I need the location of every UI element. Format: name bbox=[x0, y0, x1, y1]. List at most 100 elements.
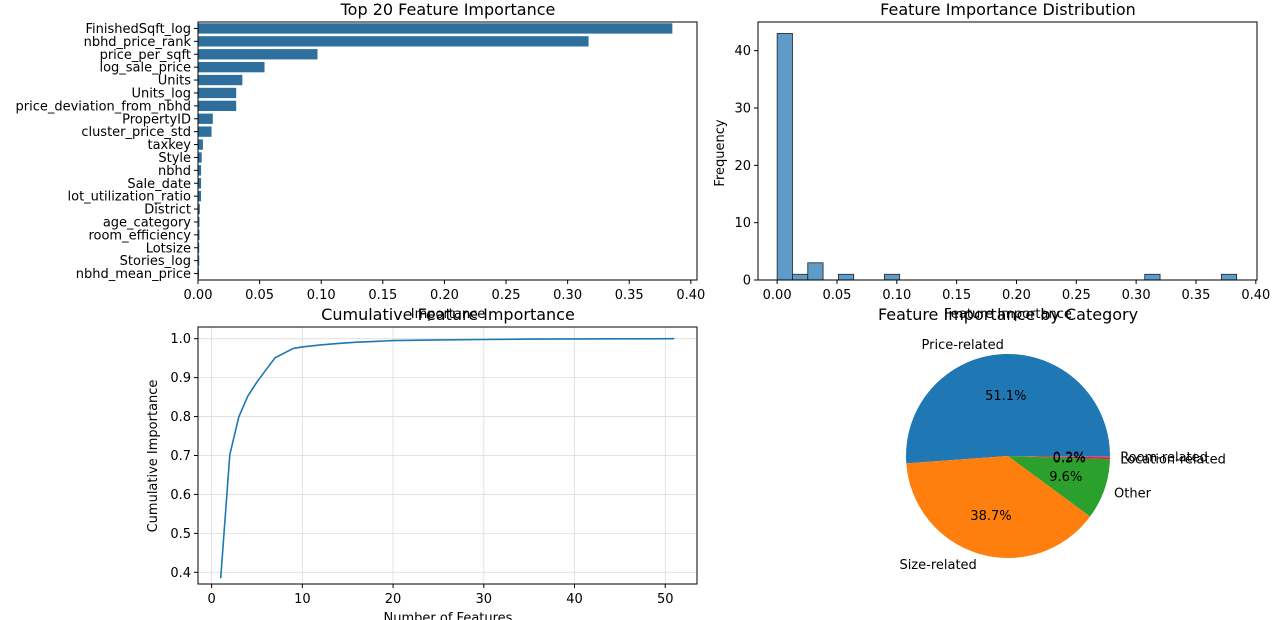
histogram-bar-2 bbox=[807, 262, 824, 281]
y-tick-label-8: cluster_price_std bbox=[81, 125, 191, 140]
y-tick-label-3: log_sale_price bbox=[99, 61, 191, 76]
histogram-bar-0 bbox=[776, 33, 793, 281]
y-tick-label-1: nbhd_price_rank bbox=[84, 35, 192, 50]
y-tick-label-2: 20 bbox=[734, 159, 751, 174]
bar-chart-xlabel: Importance bbox=[411, 307, 486, 322]
bar-7 bbox=[198, 113, 213, 124]
bar-18 bbox=[198, 255, 200, 266]
y-tick-label-1: 10 bbox=[734, 216, 751, 231]
pie-label-1: Size-related bbox=[899, 558, 976, 573]
x-tick-label-1: 0.05 bbox=[823, 288, 852, 303]
x-tick-label-4: 0.20 bbox=[1002, 288, 1031, 303]
x-tick-label-0: 0.00 bbox=[763, 288, 792, 303]
bar-3 bbox=[198, 61, 265, 73]
pie-label-3: Location-related bbox=[1120, 453, 1226, 468]
bar-17 bbox=[198, 242, 200, 253]
bar-0 bbox=[198, 23, 673, 34]
x-tick-label-8: 0.40 bbox=[676, 288, 705, 303]
pie-slice-2 bbox=[1008, 456, 1110, 517]
x-tick-label-8: 0.40 bbox=[1241, 288, 1270, 303]
pie-slice-1 bbox=[906, 456, 1091, 558]
y-tick-label-4: 40 bbox=[734, 44, 751, 59]
importance-by-category-pie-chart: Feature Importance by Category Price-rel… bbox=[878, 305, 1226, 573]
line-chart-frame bbox=[197, 326, 698, 585]
x-tick-label-2: 0.10 bbox=[307, 288, 336, 303]
bar-chart-title: Top 20 Feature Importance bbox=[340, 0, 556, 19]
histogram-bar-24 bbox=[1144, 273, 1161, 281]
line-chart-ylabel: Cumulative Importance bbox=[146, 380, 161, 533]
x-tick-label-1: 0.05 bbox=[245, 288, 274, 303]
y-tick-label-4: 0.8 bbox=[170, 410, 191, 425]
histogram-bar-29 bbox=[1220, 273, 1238, 281]
pie-pct-label-1: 38.7% bbox=[970, 509, 1011, 524]
cumulative-importance-line-chart: Cumulative Feature Importance Number of … bbox=[146, 305, 698, 620]
importance-distribution-histogram: Feature Importance Distribution Feature … bbox=[713, 0, 1270, 322]
x-tick-label-7: 0.35 bbox=[1181, 288, 1210, 303]
bar-5 bbox=[198, 87, 237, 99]
cumulative-line bbox=[219, 337, 675, 579]
y-tick-label-0: FinishedSqft_log bbox=[85, 22, 191, 37]
x-tick-label-1: 10 bbox=[294, 592, 311, 607]
y-tick-label-3: 0.7 bbox=[170, 449, 191, 464]
y-tick-label-5: Units_log bbox=[131, 86, 191, 101]
pie-pct-label-0: 51.1% bbox=[985, 389, 1026, 404]
bar-chart-frame bbox=[197, 21, 698, 281]
x-tick-label-0: 0 bbox=[207, 592, 215, 607]
x-tick-label-0: 0.00 bbox=[184, 288, 213, 303]
pie-label-4: Room-related bbox=[1120, 451, 1208, 466]
pie-label-2: Other bbox=[1114, 487, 1152, 502]
bar-4 bbox=[198, 74, 243, 86]
y-tick-label-0: 0.4 bbox=[170, 566, 191, 581]
pie-pct-label-2: 9.6% bbox=[1049, 470, 1082, 485]
x-tick-label-4: 0.20 bbox=[430, 288, 459, 303]
x-tick-label-2: 0.10 bbox=[882, 288, 911, 303]
x-tick-label-5: 0.25 bbox=[492, 288, 521, 303]
bar-16 bbox=[198, 229, 200, 241]
pie-pct-label-3: 0.3% bbox=[1053, 451, 1086, 466]
y-tick-label-0: 0 bbox=[743, 274, 751, 289]
y-tick-label-6: price_deviation_from_nbhd bbox=[15, 99, 191, 114]
y-tick-label-17: Lotsize bbox=[146, 241, 191, 256]
x-tick-label-2: 20 bbox=[385, 592, 402, 607]
feature-importance-bar-chart: Top 20 Feature Importance Importance Fin… bbox=[15, 0, 705, 322]
y-tick-label-1: 0.5 bbox=[170, 527, 191, 542]
bar-13 bbox=[198, 190, 202, 202]
x-tick-label-4: 40 bbox=[566, 592, 583, 607]
y-tick-label-5: 0.9 bbox=[170, 371, 191, 386]
x-tick-label-7: 0.35 bbox=[615, 288, 644, 303]
y-tick-label-13: lot_utilization_ratio bbox=[68, 190, 192, 205]
y-tick-label-11: nbhd bbox=[158, 164, 191, 179]
histogram-ylabel: Frequency bbox=[713, 119, 728, 186]
histogram-bar-1 bbox=[792, 273, 809, 281]
histogram-frame bbox=[757, 21, 1258, 281]
y-tick-label-16: room_efficiency bbox=[88, 228, 191, 243]
histogram-bar-4 bbox=[838, 273, 855, 281]
x-tick-label-3: 0.15 bbox=[368, 288, 397, 303]
x-tick-label-5: 0.25 bbox=[1062, 288, 1091, 303]
y-tick-label-2: price_per_sqft bbox=[100, 48, 191, 63]
bar-1 bbox=[198, 36, 589, 47]
y-tick-label-9: taxkey bbox=[147, 138, 191, 153]
y-tick-label-4: Units bbox=[158, 74, 191, 89]
pie-slice-3 bbox=[1008, 456, 1110, 460]
bar-6 bbox=[198, 100, 237, 112]
x-tick-label-3: 30 bbox=[476, 592, 493, 607]
line-chart-title: Cumulative Feature Importance bbox=[321, 305, 575, 324]
bar-2 bbox=[198, 49, 318, 60]
bar-11 bbox=[198, 165, 202, 176]
y-tick-label-12: Sale_date bbox=[127, 177, 191, 192]
line-chart-xlabel: Number of Features bbox=[384, 611, 513, 620]
histogram-bar-7 bbox=[883, 273, 901, 281]
histogram-xlabel: Feature Importance bbox=[944, 307, 1072, 322]
y-tick-label-19: nbhd_mean_price bbox=[76, 267, 191, 282]
pie-slice-0 bbox=[906, 353, 1110, 464]
y-tick-label-10: Style bbox=[158, 151, 191, 166]
bar-8 bbox=[198, 126, 212, 137]
bar-10 bbox=[198, 152, 202, 163]
bar-14 bbox=[198, 203, 200, 215]
bar-15 bbox=[198, 216, 200, 228]
x-tick-label-6: 0.30 bbox=[1122, 288, 1151, 303]
y-tick-label-6: 1.0 bbox=[170, 332, 191, 347]
pie-slice-4 bbox=[1008, 456, 1110, 458]
